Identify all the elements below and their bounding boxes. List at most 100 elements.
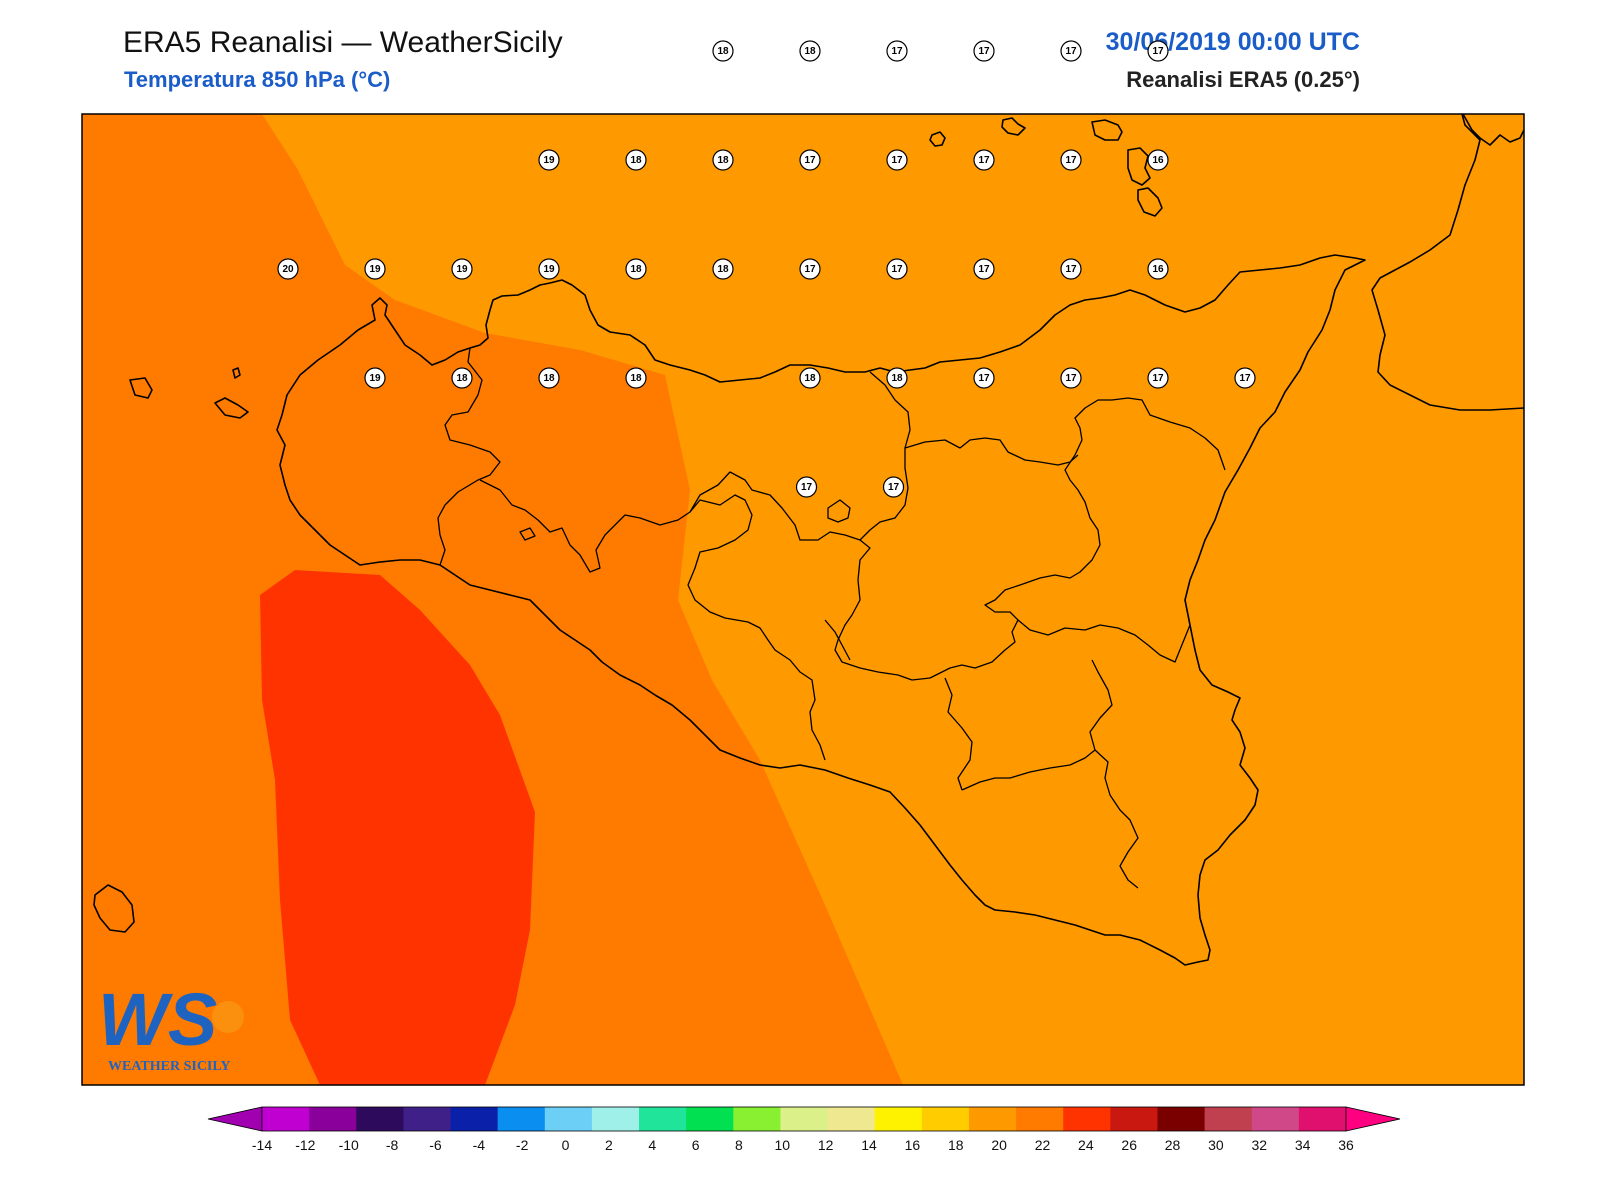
colorbar-swatch <box>356 1107 404 1131</box>
temperature-value-label: 18 <box>630 264 642 275</box>
svg-text:WS: WS <box>98 978 217 1061</box>
colorbar-swatch <box>403 1107 452 1131</box>
temperature-value-marker: 18 <box>451 367 473 389</box>
colorbar-swatch <box>968 1107 1017 1131</box>
temperature-value-marker: 17 <box>973 367 995 389</box>
colorbar-tick-label: 2 <box>605 1137 613 1153</box>
temperature-value-label: 19 <box>369 373 381 384</box>
colorbar-tick-label: 32 <box>1251 1137 1267 1153</box>
temperature-value-marker: 17 <box>1234 367 1256 389</box>
colorbar-under-arrow <box>207 1106 263 1132</box>
colorbar-tick-label: 34 <box>1295 1137 1311 1153</box>
temperature-value-marker: 17 <box>1147 40 1169 62</box>
colorbar-swatch <box>733 1107 781 1131</box>
colorbar-swatch <box>1063 1107 1111 1131</box>
temperature-value-label: 17 <box>1065 46 1077 57</box>
temperature-value-label: 18 <box>804 46 816 57</box>
temperature-value-marker: 17 <box>1147 367 1169 389</box>
temperature-value-marker: 19 <box>364 258 386 280</box>
temperature-value-marker: 20 <box>277 258 299 280</box>
calabria-west-coast <box>1371 114 1524 411</box>
colorbar-tick-label: -12 <box>295 1137 315 1153</box>
colorbar-tick-label: 4 <box>648 1137 656 1153</box>
temperature-value-label: 17 <box>888 482 900 493</box>
temperature-value-label: 18 <box>630 155 642 166</box>
temperature-value-label: 18 <box>804 373 816 384</box>
map-variable-subtitle: Temperatura 850 hPa (°C) <box>124 67 391 92</box>
temperature-value-label: 19 <box>543 264 555 275</box>
colorbar-swatch <box>639 1107 687 1131</box>
colorbar-tick-label: 22 <box>1035 1137 1051 1153</box>
temperature-value-label: 20 <box>282 264 294 275</box>
colorbar-tick-label: -4 <box>473 1137 486 1153</box>
colorbar-tick-label: -6 <box>429 1137 442 1153</box>
colorbar-frame <box>261 1106 1347 1132</box>
colorbar-tick-label: 24 <box>1078 1137 1094 1153</box>
colorbar-tick-label: 16 <box>905 1137 921 1153</box>
temperature-value-marker: 18 <box>625 367 647 389</box>
colorbar-tick-label: 28 <box>1165 1137 1181 1153</box>
temperature-value-label: 17 <box>1065 155 1077 166</box>
province-border <box>479 479 826 761</box>
colorbar-swatch <box>1016 1107 1064 1131</box>
temperature-value-label: 17 <box>1065 264 1077 275</box>
province-border <box>1017 599 1191 663</box>
temperature-value-marker: 17 <box>1060 40 1082 62</box>
temperature-value-marker: 17 <box>882 476 905 498</box>
colorbar-tick-label: 30 <box>1208 1137 1224 1153</box>
temperature-value-label: 17 <box>891 264 903 275</box>
station-points: 17 17 19 18 18 18 18 18 17 17 17 17 20 19 19 19 18 18 17 17… <box>277 40 1256 498</box>
egadi-island <box>129 377 153 399</box>
aeolian-island <box>1127 147 1151 186</box>
province-border <box>827 499 851 523</box>
colorbar-tick-label: 6 <box>692 1137 700 1153</box>
colorbar-swatch <box>450 1107 499 1131</box>
temperature-value-label: 18 <box>717 264 729 275</box>
dataset-label: Reanalisi ERA5 (0.25°) <box>1126 67 1360 92</box>
calabria-coastline <box>1462 114 1524 146</box>
temperature-value-label: 19 <box>543 155 555 166</box>
province-border <box>1089 659 1139 889</box>
temperature-value-label: 18 <box>630 373 642 384</box>
colorbar-swatch <box>1298 1107 1347 1131</box>
egadi-island <box>214 397 249 419</box>
temperature-value-marker: 17 <box>1060 149 1082 171</box>
temperature-value-marker: 17 <box>795 476 818 498</box>
colorbar-swatch <box>1204 1107 1253 1131</box>
colorbar-tick-label: 36 <box>1338 1137 1354 1153</box>
temperature-value-label: 16 <box>1152 155 1164 166</box>
temperature-value-label: 17 <box>891 155 903 166</box>
colorbar-swatch <box>544 1107 593 1131</box>
temperature-value-label: 17 <box>1152 373 1164 384</box>
colorbar-swatch <box>827 1107 876 1131</box>
temperature-value-marker: 18 <box>625 258 647 280</box>
temperature-value-marker: 19 <box>364 367 386 389</box>
colorbar-swatch <box>1157 1107 1206 1131</box>
colorbar-tick-label: -8 <box>386 1137 399 1153</box>
colorbar-tick-label: 12 <box>818 1137 834 1153</box>
temperature-value-label: 17 <box>1152 46 1164 57</box>
weathersicily-logo: WS WEATHER SICILY <box>98 978 244 1074</box>
temp-band-20-22 <box>260 570 535 1085</box>
temperature-value-marker: 18 <box>712 40 734 62</box>
temperature-value-marker: 17 <box>1060 367 1082 389</box>
temperature-value-label: 16 <box>1152 264 1164 275</box>
colorbar-tick-label: 20 <box>991 1137 1007 1153</box>
temperature-value-marker: 18 <box>799 367 821 389</box>
colorbar-tick-label: 26 <box>1121 1137 1137 1153</box>
temperature-value-marker: 17 <box>973 258 995 280</box>
colorbar-swatch <box>921 1107 970 1131</box>
province-border <box>944 677 973 791</box>
temperature-value-label: 17 <box>978 264 990 275</box>
province-border <box>437 347 501 566</box>
temperature-value-label: 17 <box>978 46 990 57</box>
colorbar-tick-label: -10 <box>339 1137 359 1153</box>
temperature-value-marker: 19 <box>538 149 560 171</box>
temperature-value-marker: 17 <box>799 258 821 280</box>
colorbar-swatch <box>874 1107 923 1131</box>
colorbar-swatch <box>497 1107 546 1131</box>
province-border <box>689 397 1226 681</box>
colorbar-swatch <box>1251 1107 1300 1131</box>
sicily-coastline <box>276 254 1366 966</box>
